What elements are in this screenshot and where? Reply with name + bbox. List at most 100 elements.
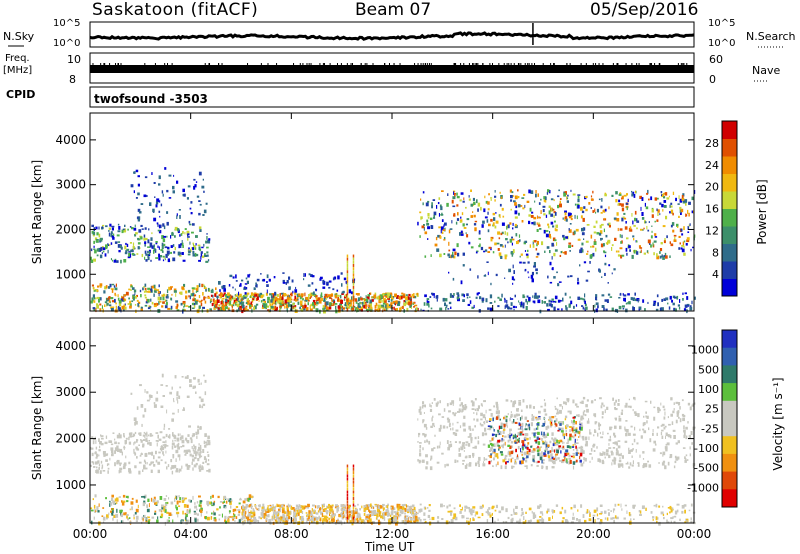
power-echo <box>210 299 212 302</box>
velocity-echo <box>239 497 241 501</box>
power-echo <box>118 307 121 311</box>
power-echo <box>139 289 142 293</box>
velocity-echo <box>201 465 203 468</box>
velocity-echo <box>414 515 418 519</box>
velocity-echo <box>559 439 563 443</box>
power-echo <box>282 294 284 298</box>
power-echo <box>187 238 189 241</box>
velocity-echo <box>494 520 496 524</box>
velocity-echo <box>292 515 296 518</box>
power-echo <box>173 290 177 293</box>
velocity-echo <box>128 470 132 474</box>
velocity-echo <box>551 446 553 451</box>
power-echo <box>222 297 225 300</box>
power-echo <box>661 298 664 302</box>
velocity-echo <box>550 453 553 457</box>
power-echo <box>623 294 627 297</box>
velocity-echo <box>521 460 524 464</box>
power-echo <box>322 286 326 289</box>
power-echo <box>678 215 680 218</box>
power-echo <box>99 303 102 306</box>
velocity-echo <box>663 427 666 430</box>
velocity-echo <box>146 399 150 402</box>
velocity-echo <box>424 440 426 443</box>
velocity-echo <box>585 404 588 408</box>
velocity-echo <box>642 428 645 431</box>
velocity-echo <box>193 464 197 468</box>
velocity-echo <box>336 520 338 523</box>
power-echo <box>597 305 599 309</box>
velocity-echo <box>137 504 139 509</box>
velocity-echo <box>194 518 197 523</box>
power-echo <box>673 307 676 311</box>
power-echo <box>456 218 460 221</box>
velocity-echo <box>116 459 120 463</box>
power-echo <box>692 246 694 249</box>
velocity-echo <box>580 426 583 431</box>
power-echo <box>201 185 205 189</box>
power-echo <box>295 286 297 289</box>
power-echo <box>227 292 230 296</box>
velocity-echo <box>628 451 631 454</box>
velocity-echo <box>176 444 179 447</box>
power-echo <box>179 234 181 237</box>
velocity-echo <box>368 516 371 519</box>
power-echo <box>113 285 116 288</box>
power-echo <box>528 214 531 217</box>
velocity-echo <box>371 521 375 524</box>
power-echo <box>146 195 148 197</box>
velocity-echo <box>643 422 646 426</box>
power-echo <box>193 185 196 190</box>
velocity-echo <box>123 512 126 516</box>
velocity-echo <box>521 445 523 449</box>
velocity-echo <box>174 375 177 379</box>
power-echo <box>311 275 315 278</box>
power-echo <box>462 200 465 203</box>
power-echo <box>302 305 305 309</box>
velocity-echo <box>488 408 492 411</box>
velocity-echo <box>293 510 295 514</box>
power-echo <box>131 287 135 290</box>
velocity-echo <box>204 444 207 448</box>
velocity-echo <box>163 508 165 512</box>
power-echo <box>148 228 150 231</box>
power-echo <box>194 298 196 302</box>
velocity-echo <box>588 518 592 522</box>
velocity-echo <box>313 509 316 512</box>
velocity-echo <box>385 509 388 513</box>
velocity-echo <box>200 450 202 454</box>
power-echo <box>457 212 459 216</box>
power-echo <box>200 302 203 307</box>
velocity-echo <box>91 447 94 450</box>
power-echo <box>225 296 227 299</box>
velocity-echo <box>98 438 100 442</box>
power-echo <box>366 296 370 300</box>
power-echo <box>562 217 564 220</box>
velocity-echo <box>101 438 104 440</box>
power-echo <box>662 256 665 260</box>
power-echo <box>646 250 649 253</box>
power-echo <box>678 235 681 238</box>
power-echo <box>664 238 666 241</box>
power-echo <box>628 245 631 249</box>
power-echo <box>517 189 519 192</box>
velocity-echo <box>174 496 177 499</box>
power-echo <box>158 224 161 229</box>
power-echo <box>475 296 478 299</box>
velocity-echo <box>395 512 397 517</box>
velocity-echo <box>197 449 200 452</box>
velocity-echo <box>492 417 494 422</box>
velocity-echo <box>469 428 472 431</box>
power-echo <box>671 299 673 303</box>
velocity-echo <box>94 451 97 454</box>
velocity-echo <box>571 427 574 432</box>
velocity-echo <box>210 517 212 520</box>
velocity-echo <box>349 510 352 514</box>
power-echo <box>530 190 534 194</box>
velocity-echo <box>515 512 518 515</box>
velocity-echo <box>193 445 197 449</box>
power-echo <box>547 308 550 311</box>
power-echo <box>448 271 450 274</box>
power-echo <box>194 294 197 297</box>
power-echo <box>498 214 500 217</box>
